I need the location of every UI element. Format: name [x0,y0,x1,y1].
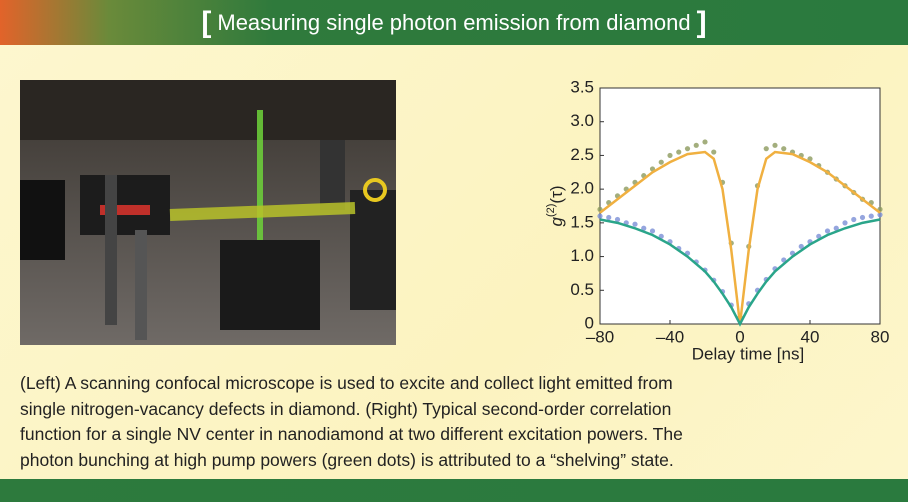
y-axis-label: g(2)(τ) [545,186,567,227]
photo-box [220,240,320,330]
photo-post [135,230,147,340]
caption-line: function for a single NV center in nanod… [20,424,683,444]
bracket: ] [696,6,707,39]
x-tick-label: 80 [871,327,890,346]
caption-line: photon bunching at high pump powers (gre… [20,449,674,470]
photo-wall [20,80,396,140]
header: [Measuring single photon emission from d… [0,0,908,45]
y-tick-label: 1.0 [570,246,594,265]
data-point [649,228,656,234]
photo-mount [350,190,396,310]
data-point [833,225,839,231]
data-point [606,214,612,221]
data-point [772,142,778,148]
data-point [702,139,708,145]
photo-label [100,205,150,215]
data-point [676,149,682,155]
photo-optic [320,140,345,210]
y-label-arg: (τ) [547,186,566,204]
photo-device [20,180,65,260]
data-point [868,213,874,219]
data-point [658,159,664,165]
x-tick-label: 40 [801,327,820,346]
footer-bar [0,479,908,502]
data-point [597,213,603,219]
data-point [632,221,638,227]
bracket: [ [201,6,212,39]
caption-line: (Left) A scanning confocal microscope is… [20,373,673,393]
caption: (Left) A scanning confocal microscope is… [20,371,683,473]
data-point [851,216,857,223]
x-axis-label: Delay time [ns] [692,344,804,363]
chart: Delay time [ns] g(2)(τ) 0 0.5 1.0 1.5 2.0 2.5… [545,77,890,363]
data-point [877,212,883,218]
y-tick-label: 3.5 [570,77,594,96]
caption-line: single nitrogen-vacancy defects in diamo… [20,398,672,419]
laser-beam [169,202,356,221]
x-tick-label: 0 [735,327,744,346]
header-title: Measuring single photon emission from di… [217,10,691,35]
data-point [711,149,717,155]
data-point [824,228,831,234]
plot-area [599,87,881,325]
photo-cable [363,178,387,202]
data-point [614,216,621,223]
fit-line [599,218,881,327]
photo-post [105,175,117,325]
data-point [798,243,804,250]
y-tick-label: 2.0 [570,179,594,198]
data-point [763,146,769,152]
data-point [684,146,691,152]
data-point [641,225,647,231]
data-point [842,220,848,226]
y-tick-label: 1.5 [570,212,594,231]
y-label-sup: (2) [545,204,557,217]
y-label-base: g [547,216,566,226]
lab-photo [20,80,396,345]
y-tick-label: 0 [585,313,594,332]
data-point [781,146,787,152]
y-tick-label: 0.5 [570,280,594,299]
data-point [693,142,699,148]
x-tick-label: –80 [586,327,614,346]
data-point [781,257,787,263]
x-tick-label: –40 [656,327,684,346]
data-point [807,156,813,162]
data-point [859,214,866,221]
y-tick-label: 3.0 [570,111,594,130]
y-tick-label: 2.5 [570,145,594,164]
data-point [667,152,673,159]
